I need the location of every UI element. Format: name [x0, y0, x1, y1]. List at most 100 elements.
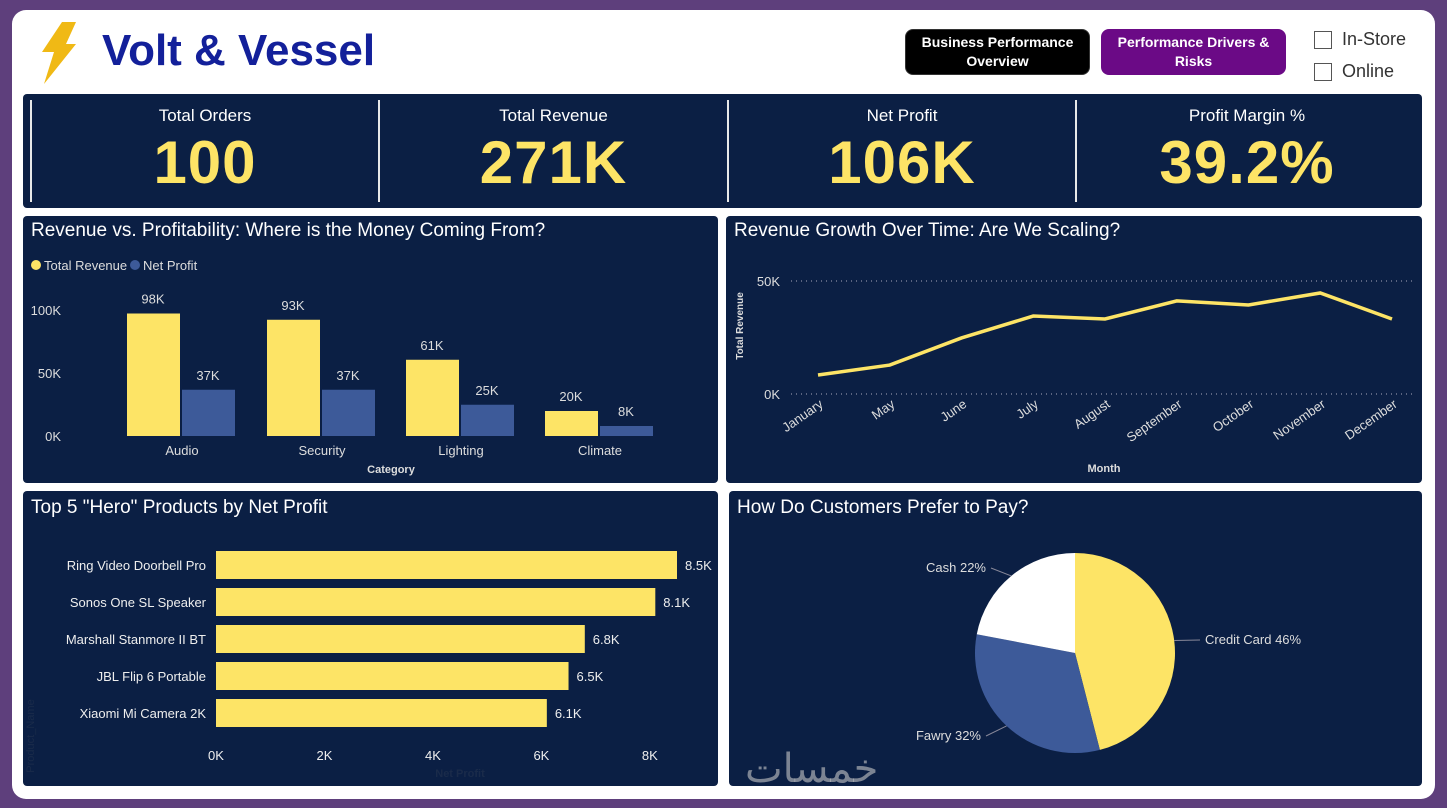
leader-line — [985, 725, 1007, 737]
app-title: Volt & Vessel — [102, 26, 376, 75]
bar-net-profit — [182, 389, 235, 436]
x-tick-label: October — [1210, 396, 1257, 435]
revenue-growth-panel: Revenue Growth Over Time: Are We Scaling… — [726, 216, 1422, 483]
y-tick-label: 0K — [764, 387, 780, 402]
bar — [216, 625, 585, 653]
x-tick-label: June — [938, 396, 970, 424]
divider — [378, 100, 380, 202]
filter-label: In-Store — [1342, 29, 1407, 49]
kpi-label: Total Revenue — [499, 106, 608, 125]
x-tick-label: November — [1270, 396, 1328, 443]
pie-slice — [1075, 553, 1175, 750]
y-tick-label: Ring Video Doorbell Pro — [67, 558, 206, 573]
checkbox-icon[interactable] — [1314, 62, 1332, 81]
x-tick-label: Security — [299, 443, 346, 458]
x-tick-label: July — [1013, 396, 1041, 422]
x-tick-label: 0K — [208, 748, 224, 763]
y-tick-label: Sonos One SL Speaker — [70, 595, 207, 610]
kpi-profit-margin: Profit Margin % 39.2% — [1077, 94, 1417, 208]
x-tick-label: January — [779, 396, 826, 435]
lightning-bolt-icon — [42, 22, 76, 84]
revenue-profit-chart: Total Revenue Net Profit 0K 50K 100K 98K 37K Au… — [31, 258, 653, 476]
y-axis-title: Total Revenue — [735, 292, 746, 360]
x-tick-label: 2K — [317, 748, 333, 763]
x-tick-label: 8K — [642, 748, 658, 763]
payment-panel: How Do Customers Prefer to Pay? Credit C… — [729, 491, 1422, 786]
kpi-total-orders: Total Orders 100 — [32, 94, 378, 208]
divider — [30, 100, 32, 202]
bar-net-profit — [600, 426, 653, 436]
bar-revenue — [267, 319, 320, 436]
kpi-strip — [23, 94, 1422, 208]
data-label: 61K — [420, 338, 443, 353]
bar — [216, 699, 547, 727]
revenue-growth-chart: 0K 50K January May June July August September Oc… — [735, 274, 1416, 475]
data-label: 25K — [475, 383, 498, 398]
data-label: 6.8K — [593, 632, 620, 647]
revenue-line — [817, 291, 1393, 377]
divider — [727, 100, 729, 202]
bar-net-profit — [461, 404, 514, 436]
data-label: 8.1K — [663, 595, 690, 610]
bar — [216, 551, 677, 579]
kpi-total-revenue: Total Revenue 271K — [380, 94, 727, 208]
bar-net-profit — [322, 389, 375, 436]
y-tick-label: 50K — [38, 366, 61, 381]
y-tick-label: Marshall Stanmore II BT — [66, 632, 206, 647]
x-tick-label: 6K — [533, 748, 549, 763]
data-label: 8K — [618, 404, 634, 419]
x-tick-label: Audio — [165, 443, 198, 458]
bar-revenue — [127, 313, 180, 436]
pie-slice — [975, 634, 1100, 753]
data-label: 6.5K — [577, 669, 604, 684]
nav-business-overview-button[interactable]: Business Performance Overview — [905, 29, 1090, 75]
kpi-net-profit: Net Profit 106K — [729, 94, 1075, 208]
kpi-label: Profit Margin % — [1188, 106, 1306, 125]
x-tick-label: 4K — [425, 748, 441, 763]
legend-label: Total Revenue — [44, 258, 127, 273]
legend-label: Net Profit — [143, 258, 198, 273]
x-tick-label: Climate — [578, 443, 622, 458]
slice-label: Fawry 32% — [916, 728, 981, 743]
hero-products-panel: Top 5 "Hero" Products by Net Profit Ring… — [23, 491, 718, 786]
x-axis-title: Category — [367, 464, 416, 476]
kpi-label: Total Orders — [158, 106, 252, 125]
data-label: 93K — [281, 298, 304, 313]
filter-in-store-checkbox[interactable]: In-Store — [1314, 29, 1406, 50]
chart-title: How Do Customers Prefer to Pay? — [737, 497, 1029, 518]
data-label: 8.5K — [685, 558, 712, 573]
data-label: 98K — [141, 292, 164, 307]
leader-line — [990, 567, 1012, 577]
divider — [1075, 100, 1077, 202]
kpi-label: Net Profit — [866, 106, 938, 125]
filter-label: Online — [1342, 61, 1395, 81]
x-tick-label: September — [1124, 396, 1185, 445]
kpi-value: 106K — [828, 129, 976, 196]
y-axis-title: Product_Name — [25, 699, 37, 772]
legend-marker — [31, 260, 41, 270]
bar — [216, 662, 569, 690]
nav-drivers-risks-button[interactable]: Performance Drivers & Risks — [1101, 29, 1286, 75]
slice-label: Credit Card 46% — [1205, 632, 1302, 647]
y-tick-label: Xiaomi Mi Camera 2K — [80, 706, 207, 721]
filter-online-checkbox[interactable]: Online — [1314, 61, 1394, 82]
x-tick-label: August — [1071, 396, 1113, 432]
hero-products-chart: Ring Video Doorbell Pro 8.5K Sonos One SL … — [25, 551, 712, 780]
x-tick-label: Lighting — [438, 443, 484, 458]
payment-pie-chart: Credit Card 46% Fawry 32% Cash 22% — [916, 553, 1302, 753]
checkbox-icon[interactable] — [1314, 30, 1332, 49]
kpi-value: 271K — [479, 129, 628, 196]
x-tick-label: May — [869, 396, 898, 423]
bar-revenue — [545, 411, 598, 436]
kpi-value: 100 — [153, 129, 257, 196]
watermark: خمسات — [745, 746, 879, 792]
pie-slice — [976, 553, 1075, 653]
slice-label: Cash 22% — [926, 560, 986, 575]
data-label: 37K — [196, 368, 219, 383]
data-label: 20K — [559, 389, 582, 404]
bar-revenue — [406, 359, 459, 436]
data-label: 37K — [336, 368, 359, 383]
x-tick-label: December — [1342, 396, 1400, 443]
y-tick-label: 100K — [31, 303, 62, 318]
revenue-profit-panel: Revenue vs. Profitability: Where is the … — [23, 216, 718, 483]
